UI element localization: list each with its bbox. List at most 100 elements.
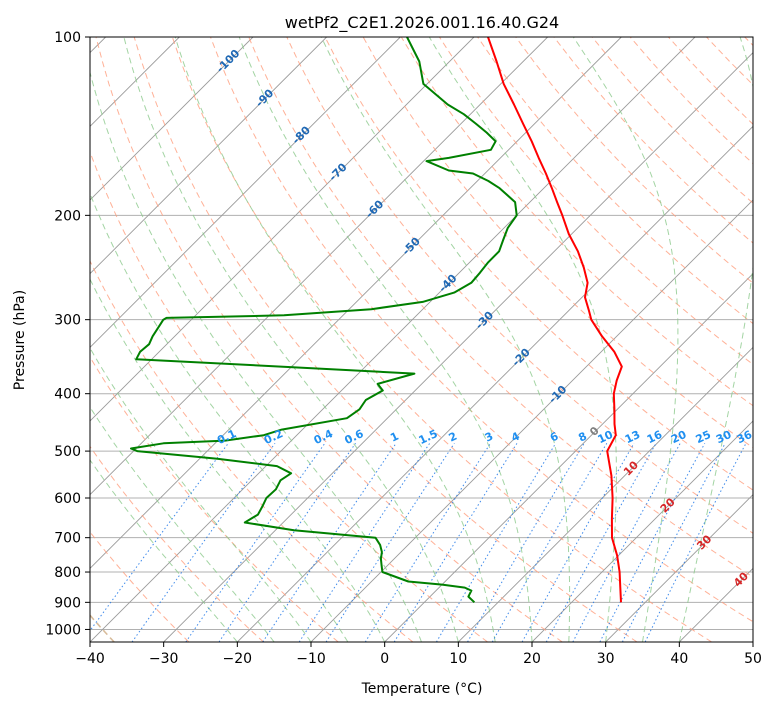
dry-adiabat xyxy=(515,37,753,284)
mixing-ratio-label: 8 xyxy=(576,430,588,445)
mixing-ratio-label: 25 xyxy=(694,428,713,446)
x-tick-label: 40 xyxy=(670,651,688,667)
moist-adiabat xyxy=(238,37,533,642)
x-tick-label: 0 xyxy=(380,651,389,667)
dry-adiabat xyxy=(90,259,414,642)
isotherm-gridline xyxy=(90,37,327,275)
isotherm-gridline xyxy=(163,52,753,642)
mixing-ratio-line xyxy=(218,443,357,642)
y-tick-label: 1000 xyxy=(45,622,81,638)
mixing-ratio-labels: 0.1 0.2 0.4 0.6 1 1.5 2 3 4 6 8 10 13 16 20 25 30 36 xyxy=(215,427,754,447)
dry-adiabat xyxy=(286,37,753,534)
mixing-ratio-line xyxy=(90,442,229,632)
dry-adiabat xyxy=(90,150,488,642)
mixing-ratio-label: 1 xyxy=(388,430,400,445)
mixing-ratio-label: 10 xyxy=(596,428,616,446)
dry-adiabat xyxy=(90,356,339,642)
dewpoint-profile-line xyxy=(130,37,518,604)
x-tick-label: 10 xyxy=(449,651,467,667)
isotherm-gridline xyxy=(458,346,753,642)
isotherm-gridline xyxy=(90,37,254,201)
moist-adiabat xyxy=(123,37,459,642)
isotherm-gridline xyxy=(384,273,753,642)
mixing-ratio-label: 30 xyxy=(714,428,734,446)
dry-adiabat xyxy=(668,37,753,125)
dry-adiabat xyxy=(324,37,753,491)
isotherm-label: -50 xyxy=(400,234,423,257)
mixing-ratio-label: 3 xyxy=(483,430,495,445)
y-tick-label: 900 xyxy=(54,595,81,611)
y-tick-label: 800 xyxy=(54,565,81,581)
dry-adiabat xyxy=(553,37,753,244)
mixing-ratio-label: 36 xyxy=(735,428,755,446)
y-tick-label: 300 xyxy=(54,313,81,329)
dry-adiabat xyxy=(591,37,753,204)
mixing-ratio-label: 0.4 xyxy=(312,427,335,447)
dry-adiabat xyxy=(706,37,753,86)
mixing-ratio-line xyxy=(491,443,608,642)
moist-adiabat xyxy=(428,37,617,642)
dry-adiabat xyxy=(210,37,753,623)
dry-adiabat xyxy=(133,37,638,642)
isotherm-label: 10 xyxy=(621,458,641,478)
isotherm-gridline xyxy=(90,37,622,569)
isotherm-gridline xyxy=(310,199,753,642)
isotherm-gridline xyxy=(90,37,401,348)
isotherm-label: -30 xyxy=(473,308,496,331)
y-tick-label: 700 xyxy=(54,531,81,547)
isotherm-label: -60 xyxy=(363,197,386,220)
mixing-ratio-label: 0.1 xyxy=(215,427,238,447)
moist-adiabat xyxy=(572,37,679,642)
isotherm-gridline xyxy=(90,37,548,496)
isotherm-label: -100 xyxy=(214,47,243,76)
mixing-ratio-line xyxy=(572,443,681,642)
x-tick-label: −30 xyxy=(149,651,179,667)
isotherm-gridline xyxy=(679,567,753,642)
y-tick-label: 400 xyxy=(54,387,81,403)
background-lines xyxy=(90,37,753,642)
moist-adiabat xyxy=(678,37,753,642)
x-tick-label: 30 xyxy=(597,651,615,667)
mixing-ratio-line xyxy=(644,443,747,642)
mixing-ratio-line xyxy=(599,443,706,642)
mixing-ratio-line xyxy=(545,443,657,642)
isotherm-gridline xyxy=(237,125,753,642)
isotherm-label: 30 xyxy=(694,532,714,552)
moist-adiabat xyxy=(90,278,349,642)
x-tick-label: −10 xyxy=(296,651,326,667)
mixing-ratio-label: 2 xyxy=(447,430,459,445)
x-tick-label: 20 xyxy=(523,651,541,667)
sounding-profiles xyxy=(130,37,623,604)
x-axis: −40 −30 −20 −10 0 10 20 30 40 50 xyxy=(75,642,762,667)
dry-adiabat xyxy=(248,37,753,578)
mixing-ratio-line xyxy=(393,443,518,642)
chart-title: wetPf2_C2E1.2026.001.16.40.G24 xyxy=(285,13,559,33)
x-tick-label: −20 xyxy=(223,651,253,667)
y-tick-label: 100 xyxy=(54,30,81,46)
y-tick-label: 200 xyxy=(54,208,81,224)
x-tick-label: 50 xyxy=(744,651,762,667)
moist-adiabat xyxy=(90,347,312,642)
mixing-ratio-label: 20 xyxy=(669,428,689,446)
moist-adiabat xyxy=(90,459,238,642)
isotherm-label: -70 xyxy=(326,160,349,183)
y-tick-label: 600 xyxy=(54,491,81,507)
mixing-ratio-line xyxy=(131,443,276,642)
mixing-ratio-line xyxy=(298,443,431,642)
isotherm-label: -20 xyxy=(510,346,533,369)
mixing-ratio-line xyxy=(521,443,635,642)
y-axis: 100 200 300 400 500 600 700 800 900 1000 xyxy=(45,30,90,638)
mixing-ratio-label: 1.5 xyxy=(417,427,440,447)
dry-adiabat xyxy=(171,37,712,642)
mixing-ratio-line xyxy=(185,443,326,642)
x-tick-label: −40 xyxy=(75,651,105,667)
mixing-ratio-label: 0.6 xyxy=(342,427,365,447)
temperature-profile-line xyxy=(487,37,623,603)
moist-adiabat xyxy=(90,192,386,642)
isotherm-label: -90 xyxy=(253,86,276,109)
mixing-ratio-line xyxy=(364,443,491,642)
moist-adiabat xyxy=(174,37,496,642)
isotherm-gridline xyxy=(752,641,753,642)
isotherm-label: -10 xyxy=(546,383,569,406)
